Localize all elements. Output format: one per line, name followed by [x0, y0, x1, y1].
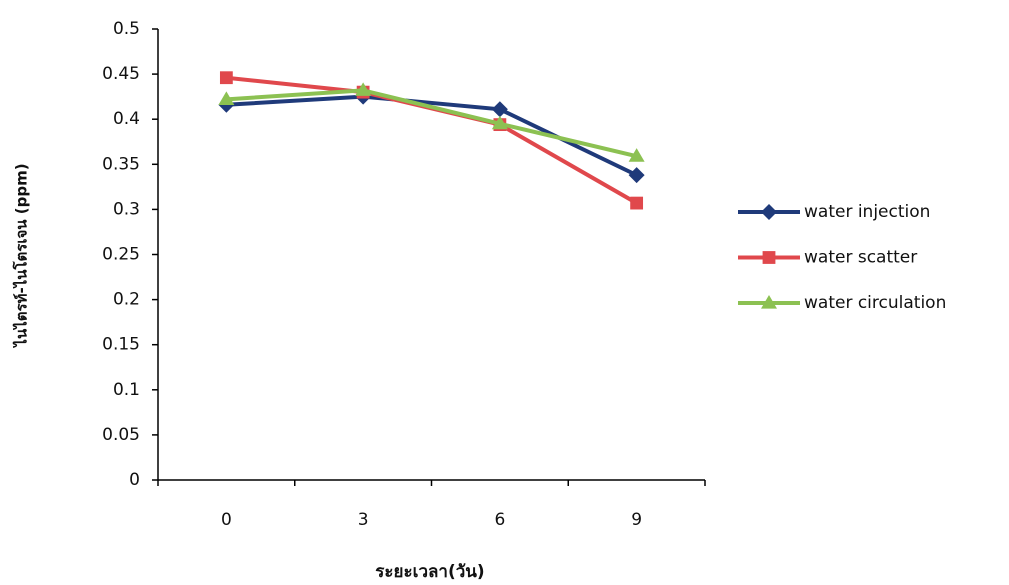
y-tick-label: 0.2: [113, 290, 140, 310]
data-point: [491, 115, 508, 130]
legend-marker: [761, 295, 777, 309]
y-tick-label: 0.45: [102, 64, 140, 84]
data-point: [628, 148, 645, 162]
data-point: [355, 82, 372, 96]
legend-marker: [762, 251, 776, 264]
data-point: [630, 196, 644, 210]
y-tick-label: 0.3: [113, 199, 140, 219]
data-point: [219, 71, 233, 85]
legend-label: water circulation: [804, 293, 946, 313]
legend-marker: [761, 204, 777, 220]
y-tick-label: 0.35: [102, 154, 140, 174]
legend-label: water scatter: [804, 248, 917, 268]
y-tick-label: 0.1: [113, 380, 140, 400]
x-axis-label: ระยะเวลา(วัน): [375, 562, 484, 582]
y-tick-label: 0.05: [102, 425, 140, 445]
series-line: [226, 94, 638, 177]
x-tick-label: 9: [631, 510, 642, 530]
y-tick-label: 0.15: [102, 335, 140, 355]
x-tick-label: 3: [358, 510, 369, 530]
y-tick-label: 0.4: [113, 109, 140, 129]
legend-label: water injection: [804, 202, 930, 222]
y-tick-label: 0: [129, 470, 140, 490]
data-point: [628, 167, 645, 184]
x-tick-label: 0: [221, 510, 232, 530]
data-point: [218, 91, 235, 105]
y-axis-label: ไนไตรท์-ไนโตรเจน (ppm): [12, 163, 31, 348]
y-tick-label: 0.25: [102, 245, 140, 265]
x-tick-label: 6: [494, 510, 505, 530]
data-point: [491, 101, 508, 118]
y-tick-label: 0.5: [113, 19, 140, 39]
series-line: [226, 88, 638, 159]
